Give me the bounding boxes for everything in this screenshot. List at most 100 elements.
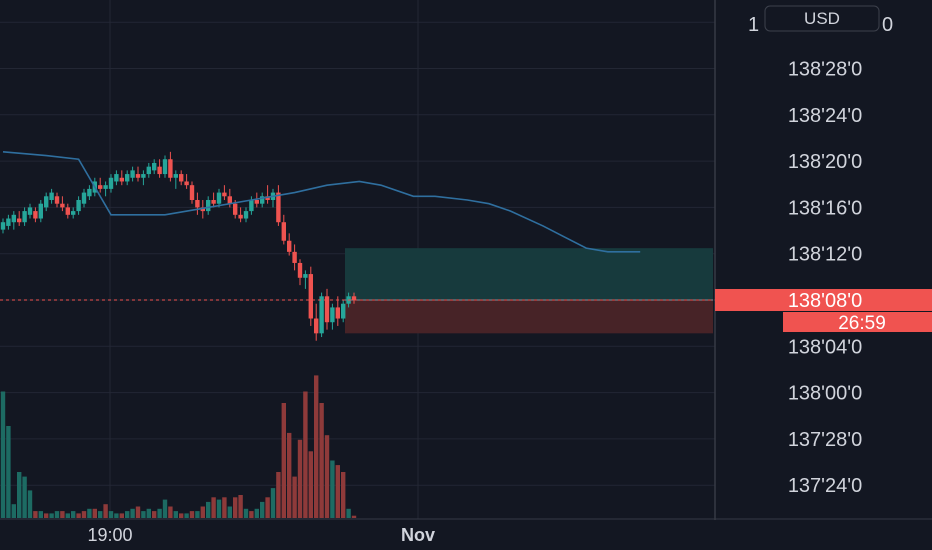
volume-bar — [206, 501, 211, 518]
candle[interactable] — [17, 211, 22, 226]
candle[interactable] — [297, 259, 303, 286]
candle[interactable] — [119, 170, 124, 186]
candle-body — [276, 192, 281, 223]
volume-bar — [114, 513, 119, 518]
candle[interactable] — [184, 174, 189, 189]
candle-body — [152, 162, 157, 171]
candle[interactable] — [324, 288, 330, 330]
candle[interactable] — [108, 174, 114, 193]
candle[interactable] — [292, 244, 297, 271]
time-tick-label: Nov — [401, 525, 435, 545]
candle[interactable] — [303, 270, 308, 289]
countdown-label: 26:59 — [838, 313, 886, 334]
candle[interactable] — [243, 207, 249, 223]
candle[interactable] — [49, 188, 54, 204]
candle[interactable] — [162, 155, 168, 178]
volume-bar — [44, 513, 49, 518]
candles[interactable] — [0, 151, 357, 341]
volume-bar — [162, 499, 168, 518]
volume-bar — [173, 511, 178, 518]
candle[interactable] — [281, 214, 286, 245]
price-axis[interactable]: 138'28'0 138'24'0 138'20'0 138'16'0 138'12'0… — [788, 59, 862, 498]
candle[interactable] — [87, 185, 92, 200]
candle[interactable] — [168, 151, 173, 182]
candle[interactable] — [195, 192, 200, 215]
candle[interactable] — [179, 170, 184, 186]
candle[interactable] — [314, 303, 319, 341]
candle[interactable] — [319, 292, 324, 338]
volume-bar — [98, 511, 103, 518]
candle[interactable] — [44, 192, 49, 212]
candle[interactable] — [254, 192, 259, 208]
candle[interactable] — [130, 166, 135, 182]
candle[interactable] — [206, 196, 211, 215]
candle[interactable] — [81, 188, 87, 208]
candle[interactable] — [260, 192, 265, 208]
volume-bar — [335, 465, 340, 518]
volume-bar — [330, 460, 335, 518]
candle-body — [179, 174, 184, 182]
candle[interactable] — [114, 170, 119, 186]
moving-average-line — [2, 151, 641, 253]
candle[interactable] — [135, 166, 141, 182]
candle[interactable] — [276, 185, 281, 226]
position-zones[interactable] — [345, 248, 713, 334]
time-axis[interactable]: 19:00 Nov — [87, 525, 435, 545]
volume-bar — [287, 432, 292, 518]
candle[interactable] — [141, 170, 146, 186]
candle[interactable] — [33, 207, 38, 223]
candle[interactable] — [11, 211, 16, 230]
candle[interactable] — [98, 177, 103, 193]
candle[interactable] — [200, 199, 205, 219]
currency-button-label: USD — [804, 9, 840, 28]
candle-body — [189, 185, 195, 200]
candle-body — [297, 262, 303, 278]
candle[interactable] — [125, 170, 130, 186]
candle[interactable] — [341, 300, 346, 323]
volume-bar — [38, 511, 43, 518]
candle[interactable] — [216, 188, 222, 208]
candle-body — [22, 211, 27, 223]
candle[interactable] — [76, 196, 81, 215]
candle[interactable] — [238, 207, 243, 223]
volume-bar — [292, 476, 297, 518]
candle[interactable] — [54, 192, 60, 208]
candle[interactable] — [330, 303, 335, 330]
candle[interactable] — [287, 233, 292, 256]
stop-loss-zone[interactable] — [345, 300, 713, 334]
candle[interactable] — [60, 196, 65, 212]
candle[interactable] — [211, 192, 216, 208]
candle[interactable] — [6, 214, 11, 230]
candle[interactable] — [351, 292, 357, 304]
candle[interactable] — [189, 181, 195, 204]
volume-bar — [6, 426, 11, 518]
candle[interactable] — [65, 203, 70, 219]
currency-button[interactable] — [764, 5, 880, 32]
volume-bar — [65, 513, 70, 518]
candle[interactable] — [335, 296, 340, 326]
candle[interactable] — [265, 185, 270, 204]
candle-body — [335, 307, 340, 319]
candle[interactable] — [222, 185, 227, 200]
candle[interactable] — [157, 159, 162, 178]
candle[interactable] — [152, 159, 157, 175]
volume-bar — [314, 375, 319, 518]
candle[interactable] — [22, 207, 27, 226]
candle[interactable] — [173, 170, 178, 189]
candle[interactable] — [71, 207, 76, 219]
candle[interactable] — [0, 218, 6, 234]
volume-bar — [17, 472, 22, 518]
candle[interactable] — [38, 199, 43, 223]
candle[interactable] — [146, 162, 151, 178]
price-tick-label: 137'28'0 — [788, 429, 862, 451]
candle-body — [125, 174, 130, 182]
candle-body — [76, 199, 81, 212]
profit-target-zone[interactable] — [345, 248, 713, 300]
candle-body — [314, 318, 319, 334]
candle[interactable] — [308, 266, 313, 326]
candle[interactable] — [103, 181, 108, 197]
candle-body — [119, 177, 124, 182]
candle-body — [135, 174, 141, 178]
candle[interactable] — [27, 203, 33, 219]
